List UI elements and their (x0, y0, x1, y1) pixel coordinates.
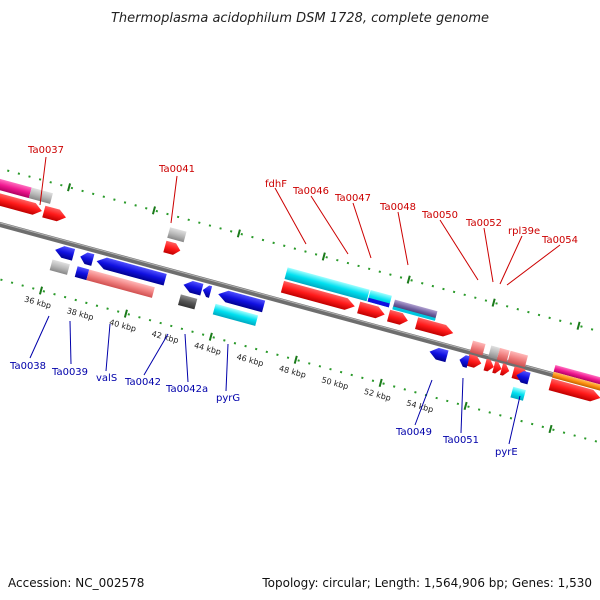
cds-reverse-ta0042[interactable] (182, 279, 204, 296)
feature-gray-ta0041[interactable] (167, 227, 187, 243)
feature-orange-right[interactable] (552, 371, 600, 399)
top-leader-lines (39, 156, 561, 286)
cds-forward-ta0052b[interactable] (492, 361, 503, 375)
feature-gray-ta0038[interactable] (49, 259, 70, 275)
gene-label-pyrg[interactable]: pyrG (216, 393, 240, 404)
gene-label-ta0049[interactable]: Ta0049 (395, 427, 432, 438)
cds-reverse-ta0049[interactable] (428, 346, 449, 363)
gene-label-ta0046[interactable]: Ta0046 (292, 186, 329, 197)
gene-label-ta0042a[interactable]: Ta0042a (165, 384, 208, 395)
cds-reverse-pyre[interactable] (515, 369, 531, 385)
gene-label-ta0042[interactable]: Ta0042 (124, 377, 161, 388)
feature-pink-ta0050[interactable] (469, 340, 486, 356)
gene-label-fdhf[interactable]: fdhF (265, 179, 287, 190)
tick-48kbp: 48 kbp (278, 364, 307, 380)
feature-magenta-right[interactable] (553, 365, 600, 393)
bottom-gene-labels: Ta0038 Ta0039 valS Ta0042 Ta0042a pyrG T… (9, 361, 518, 458)
gene-label-ta0054[interactable]: Ta0054 (541, 235, 578, 246)
reverse-cds-row (54, 244, 531, 385)
accession-text: Accession: NC_002578 (8, 576, 144, 590)
cds-forward-ta0048[interactable] (415, 317, 455, 339)
cds-forward-fdhf[interactable] (280, 280, 357, 312)
cds-forward-rpl39e[interactable] (499, 363, 511, 377)
gene-label-pyre[interactable]: pyrE (495, 447, 518, 458)
cds-reverse-ta0038[interactable] (54, 244, 76, 261)
gene-label-ta0039[interactable]: Ta0039 (51, 367, 88, 378)
feature-pink-ta0054[interactable] (507, 350, 528, 368)
gene-label-ta0041[interactable]: Ta0041 (158, 164, 195, 175)
cds-reverse-ta0051[interactable] (458, 354, 470, 368)
feature-purple-ta0048[interactable] (392, 299, 438, 320)
cds-reverse-ta0042a[interactable] (201, 284, 213, 298)
map-title: Thermoplasma acidophilum DSM 1728, compl… (111, 11, 489, 26)
tick-38kbp: 38 kbp (66, 306, 95, 322)
map-track: 36 kbp 38 kbp 40 kbp 42 kbp 44 kbp 46 kb… (0, 163, 600, 448)
gene-label-ta0052[interactable]: Ta0052 (465, 218, 502, 229)
tick-42kbp: 42 kbp (151, 329, 180, 345)
gene-label-ta0037[interactable]: Ta0037 (27, 145, 64, 156)
gene-label-ta0050[interactable]: Ta0050 (421, 210, 458, 221)
forward-cds-row (0, 187, 600, 404)
tick-40kbp: 40 kbp (108, 318, 137, 334)
cds-forward-right-a[interactable] (548, 378, 600, 404)
cds-forward-ta0041[interactable] (163, 240, 182, 257)
tick-50kbp: 50 kbp (320, 375, 349, 391)
gene-label-vals[interactable]: valS (96, 373, 117, 384)
cds-forward-left[interactable] (0, 187, 43, 217)
upper-major-ticks (67, 183, 581, 330)
cds-forward-ta0046[interactable] (357, 301, 386, 321)
cds-reverse-vals[interactable] (95, 255, 167, 286)
cds-forward-ta0050[interactable] (466, 354, 483, 369)
lower-major-ticks (38, 286, 553, 434)
feature-dark-ta0042[interactable] (178, 294, 198, 310)
cds-forward-ta0037[interactable] (42, 205, 67, 224)
topology-text: Topology: circular; Length: 1,564,906 bp… (261, 576, 592, 590)
tick-44kbp: 44 kbp (193, 341, 222, 357)
cds-reverse-ta0039[interactable] (79, 251, 95, 266)
gene-label-ta0038[interactable]: Ta0038 (9, 361, 46, 372)
feature-pink-rpl39e[interactable] (496, 347, 510, 363)
feature-cyan-pyrg[interactable] (212, 303, 259, 326)
cds-forward-ta0052a[interactable] (483, 358, 496, 373)
feature-blue-ta0039[interactable] (74, 266, 90, 281)
tick-52kbp: 52 kbp (363, 387, 392, 403)
cds-reverse-pyrg[interactable] (217, 288, 266, 313)
top-gene-labels: Ta0037 Ta0041 fdhF Ta0046 Ta0047 Ta0048 … (27, 145, 578, 246)
feature-cyan-pyre[interactable] (510, 386, 526, 401)
tick-36kbp: 36 kbp (23, 295, 52, 311)
feature-cyan-fdhf[interactable] (284, 267, 370, 302)
gene-label-rpl39e[interactable]: rpl39e (508, 226, 540, 237)
feature-magenta-left[interactable] (0, 174, 32, 199)
cds-forward-ta0047[interactable] (387, 309, 409, 327)
feature-gray-ta0052[interactable] (488, 345, 501, 360)
feature-pink-vals[interactable] (86, 269, 155, 298)
bottom-leader-lines (29, 315, 521, 445)
tick-46kbp: 46 kbp (236, 352, 265, 368)
gene-label-ta0047[interactable]: Ta0047 (334, 193, 371, 204)
gene-label-ta0048[interactable]: Ta0048 (379, 202, 416, 213)
gene-label-ta0051[interactable]: Ta0051 (442, 435, 479, 446)
